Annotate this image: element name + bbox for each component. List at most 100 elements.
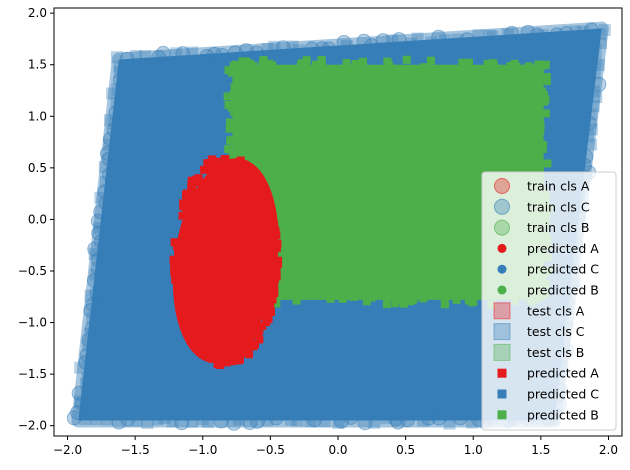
predicted-point-b [434,291,443,300]
predicted-point-b [301,63,310,72]
predicted-point-b [541,109,550,118]
predicted-point-b [483,59,492,68]
test-point-c [170,47,183,60]
predicted-point-b [536,126,545,135]
predicted-point-a [269,235,278,244]
train-point-c [81,332,97,348]
test-point-c [405,37,418,50]
predicted-point-b [538,145,547,154]
predicted-point-a [195,178,204,187]
test-point-c [284,413,297,426]
legend-marker [497,389,507,399]
predicted-point-a [267,276,276,285]
axes: −2.0 −2.0 −1.5 −1.5 −1.0 −1.0 −0.5 −0.5 0.0 0.0 0.… [18,6,623,457]
test-point-c [584,138,597,151]
predicted-point-a [213,358,222,367]
train-point-c [420,410,436,426]
predicted-point-a [244,170,253,179]
predicted-point-b [268,61,277,70]
test-point-c [186,415,199,428]
predicted-point-a [266,212,275,221]
test-point-c [451,33,464,46]
predicted-point-b [402,55,411,64]
predicted-point-a [203,159,212,168]
predicted-point-b [466,293,475,302]
train-point-c [304,41,320,57]
predicted-point-b [229,150,238,159]
legend-label: train cls B [527,220,589,235]
train-point-c [86,272,102,288]
predicted-point-b [341,64,350,73]
predicted-point-a [259,193,268,202]
train-point-c [119,51,135,67]
train-point-c [459,32,475,48]
train-point-c [364,38,380,54]
train-point-c [90,252,106,268]
legend-box [481,171,617,431]
train-point-c [400,412,416,428]
train-point-c [175,46,191,62]
legend: train cls A train cls C train cls B predict… [481,171,617,431]
predicted-point-b [362,297,371,306]
legend-marker [497,243,507,253]
predicted-point-b [382,292,391,301]
predicted-point-b [542,73,551,82]
predicted-point-a [233,162,242,171]
predicted-point-b [452,295,461,304]
predicted-point-b [326,291,335,300]
test-point-c [268,40,281,53]
test-point-c [411,32,424,45]
predicted-point-b [535,166,544,175]
predicted-point-a [269,240,278,249]
predicted-point-b [230,140,239,149]
predicted-point-a [250,181,259,190]
legend-label: test cls A [527,303,585,318]
predicted-point-b [527,64,536,73]
test-point-c [130,50,143,63]
test-point-c [89,412,102,425]
predicted-point-a [178,211,187,220]
predicted-point-b [233,119,242,128]
predicted-point-b [232,113,241,122]
test-point-c [101,413,114,426]
test-point-c [589,43,602,56]
predicted-point-b [385,63,394,72]
predicted-point-b [535,115,544,124]
test-point-c [232,413,245,426]
predicted-point-b [228,68,237,77]
predicted-point-b [536,62,545,71]
train-point-c [108,105,124,121]
predicted-point-b [245,59,254,68]
y-tick-label: −1.0 [18,316,47,330]
y-tick-label: −1.5 [18,367,47,381]
predicted-point-b [302,56,311,65]
predicted-point-a [245,350,254,359]
test-point-c [130,414,143,427]
train-point-c [97,184,113,200]
predicted-point-b [534,92,543,101]
test-point-c [594,36,607,49]
predicted-point-b [225,124,234,133]
train-point-c [106,122,122,138]
test-point-c [196,413,209,426]
legend-marker [497,264,507,274]
legend-marker [497,285,507,295]
test-point-c [594,28,607,41]
predicted-point-b [367,293,376,302]
test-point-c [202,415,215,428]
test-point-c [292,44,305,57]
predicted-point-a [252,330,261,339]
legend-label: predicted B [527,283,599,298]
legend-label: predicted B [527,407,599,422]
predicted-point-a [171,275,180,284]
y-tick-label: −2.0 [18,419,47,433]
predicted-point-a [211,347,220,356]
predicted-point-b [349,292,358,301]
predicted-point-a [222,357,231,366]
predicted-point-a [255,335,264,344]
predicted-point-a [231,350,240,359]
predicted-point-a [170,269,179,278]
predicted-point-b [353,60,362,69]
predicted-point-b [292,296,301,305]
